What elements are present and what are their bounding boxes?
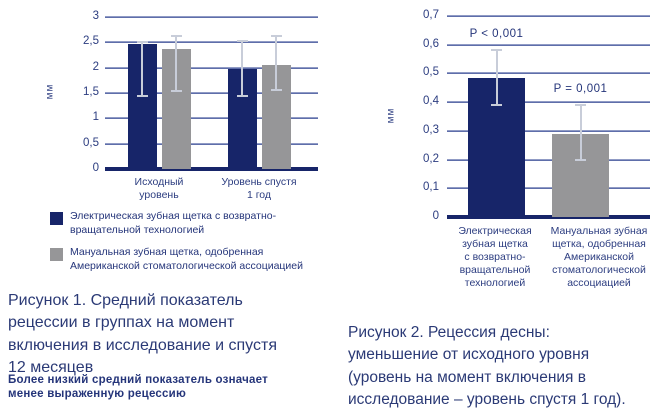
gridline: [447, 187, 650, 190]
legend-item-manual: Мануальная зубная щетка, одобренная Амери…: [50, 246, 325, 273]
error-bar-cap: [270, 34, 282, 37]
y-tick-label: 1: [92, 111, 99, 124]
y-tick-label: 1,5: [83, 86, 99, 98]
figure1-caption: Рисунок 1. Средний показатель рецессии в …: [8, 292, 277, 377]
y-tick-label: 0,1: [423, 181, 439, 194]
figure2-chart: 0,7 0,6 0,5 0,4 0,3 0,2 0,1 0 мм P < 0,001 P = 0,0…: [330, 0, 660, 300]
y-axis-title: мм: [385, 107, 397, 124]
y-tick-label: 0,5: [83, 136, 99, 149]
y-tick-label: 0,2: [423, 152, 439, 165]
y-tick-label: 0: [92, 162, 99, 174]
error-bar: [275, 35, 277, 90]
y-tick-label: 0,3: [423, 123, 439, 136]
y-tick-label: 0,6: [423, 37, 439, 50]
error-bar: [175, 36, 177, 92]
error-bar-cap: [170, 90, 182, 93]
legend-label-manual: Мануальная зубная щетка, одобренная Амери…: [70, 246, 303, 272]
error-bar: [579, 105, 582, 160]
y-axis-title: мм: [44, 83, 56, 100]
figure1-column: 3 2,5 2 1,5 1 0,5 0 мм Исходный уровень Уровень сп…: [0, 0, 330, 400]
figure2-caption: Рисунок 2. Рецессия десны: уменьшение от …: [348, 324, 626, 409]
figure1-chart: 3 2,5 2 1,5 1 0,5 0 мм Исходный уровень Уровень сп…: [0, 0, 330, 205]
category-label: Электрическая зубная щетка с возвратно-вра…: [458, 225, 532, 289]
error-bar-cap: [575, 158, 586, 161]
error-bar-cap: [236, 39, 248, 42]
x-axis-line: [447, 215, 650, 219]
category-label: Исходный уровень: [134, 176, 184, 201]
error-bar-cap: [236, 95, 248, 98]
error-bar: [241, 40, 243, 97]
gridline: [105, 92, 318, 94]
p-value-label: P < 0,001: [469, 28, 524, 41]
chart-legend: Электрическая зубная щетка с возвратно-в…: [50, 210, 325, 282]
error-bar-cap: [170, 35, 182, 38]
error-bar-cap: [136, 94, 148, 97]
legend-item-electric: Электрическая зубная щетка с возвратно-в…: [50, 210, 325, 237]
y-tick-label: 0,5: [423, 66, 439, 79]
y-tick-label: 0,4: [423, 95, 439, 108]
gridline: [447, 129, 650, 132]
error-bar-cap: [491, 49, 502, 52]
gridline: [447, 43, 650, 46]
error-bar-cap: [270, 88, 282, 91]
category-label: Уровень спустя 1 год: [221, 176, 297, 201]
gridline: [105, 117, 318, 120]
gridline: [105, 66, 318, 69]
error-bar-cap: [491, 104, 502, 106]
figure1-note: Более низкий средний показатель означает…: [8, 374, 268, 400]
figure2-column: 0,7 0,6 0,5 0,4 0,3 0,2 0,1 0 мм P < 0,001 P = 0,0…: [330, 0, 660, 412]
category-label: Мануальная зубная щетка, одобренная Америк…: [550, 225, 648, 289]
error-bar-cap: [575, 104, 586, 106]
legend-label-electric: Электрическая зубная щетка с возвратно-в…: [70, 210, 277, 236]
legend-swatch-manual: [50, 248, 63, 261]
gridline: [447, 15, 650, 17]
y-tick-label: 2,5: [83, 35, 99, 48]
y-tick-label: 0: [432, 210, 439, 222]
y-tick-label: 3: [92, 10, 99, 22]
gridline: [447, 101, 650, 104]
y-tick-label: 2: [92, 60, 99, 73]
gridline: [105, 41, 318, 44]
gridline: [447, 158, 650, 161]
legend-swatch-electric: [50, 212, 63, 225]
gridline: [447, 72, 650, 75]
gridline: [105, 142, 318, 145]
error-bar-cap: [136, 41, 148, 44]
error-bar: [495, 50, 498, 105]
x-axis-line: [105, 167, 318, 171]
error-bar: [141, 42, 143, 96]
y-tick-label: 0,7: [423, 9, 439, 21]
gridline: [105, 16, 318, 18]
p-value-label: P = 0,001: [553, 83, 608, 95]
